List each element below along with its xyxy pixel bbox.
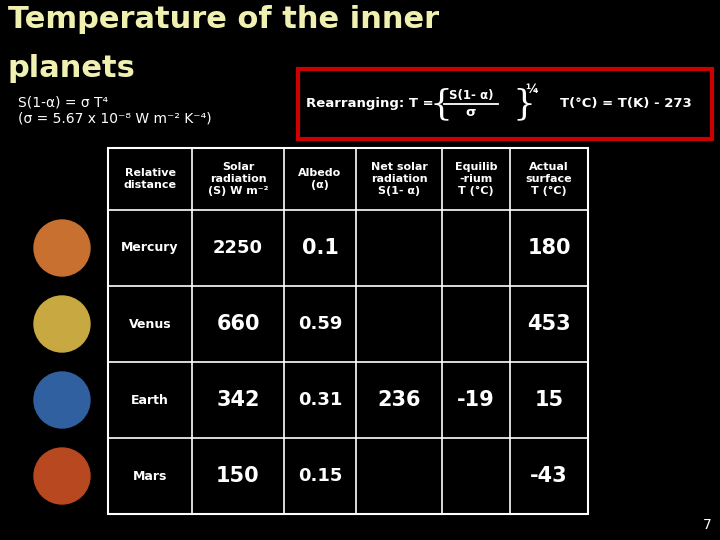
Text: Mars: Mars	[132, 469, 167, 483]
Circle shape	[34, 448, 90, 504]
Text: Actual
surface
T (°C): Actual surface T (°C)	[526, 161, 572, 197]
Circle shape	[34, 220, 90, 276]
Text: 453: 453	[527, 314, 571, 334]
Circle shape	[34, 372, 90, 428]
Text: Mercury: Mercury	[121, 241, 179, 254]
Text: 150: 150	[216, 466, 260, 486]
Text: 0.1: 0.1	[302, 238, 338, 258]
Text: planets: planets	[8, 54, 136, 83]
Text: Solar
radiation
(S) W m⁻²: Solar radiation (S) W m⁻²	[208, 161, 269, 197]
Text: T(°C) = T(K) - 273: T(°C) = T(K) - 273	[560, 98, 692, 111]
Text: 342: 342	[216, 390, 260, 410]
Circle shape	[34, 296, 90, 352]
Bar	[298, 69, 712, 139]
Text: Temperature of the inner: Temperature of the inner	[8, 5, 439, 34]
Text: (σ = 5.67 x 10⁻⁸ W m⁻² K⁻⁴): (σ = 5.67 x 10⁻⁸ W m⁻² K⁻⁴)	[18, 112, 212, 126]
Text: S(1-α) = σ T⁴: S(1-α) = σ T⁴	[18, 96, 108, 110]
Text: 236: 236	[377, 390, 420, 410]
Text: Earth: Earth	[131, 394, 169, 407]
Text: 0.15: 0.15	[298, 467, 342, 485]
Text: 15: 15	[534, 390, 564, 410]
Text: 7: 7	[703, 518, 712, 532]
Text: -19: -19	[457, 390, 495, 410]
Bar	[108, 148, 588, 514]
Text: Rearranging: T =: Rearranging: T =	[306, 98, 438, 111]
Text: ¼: ¼	[525, 84, 538, 97]
Text: -43: -43	[530, 466, 568, 486]
Text: Net solar
radiation
S(1- α): Net solar radiation S(1- α)	[371, 161, 428, 197]
Text: {: {	[430, 87, 453, 121]
Text: 660: 660	[216, 314, 260, 334]
Text: Venus: Venus	[129, 318, 171, 330]
Text: 180: 180	[527, 238, 571, 258]
Text: 2250: 2250	[213, 239, 263, 257]
Text: S(1- α): S(1- α)	[449, 90, 493, 103]
Text: }: }	[512, 87, 535, 121]
Text: 0.59: 0.59	[298, 315, 342, 333]
Text: 0.31: 0.31	[298, 391, 342, 409]
Text: Relative
distance: Relative distance	[124, 168, 176, 190]
Text: σ: σ	[466, 106, 476, 119]
Text: Equilib
-rium
T (°C): Equilib -rium T (°C)	[455, 161, 498, 197]
Text: Albedo
(α): Albedo (α)	[298, 168, 341, 190]
